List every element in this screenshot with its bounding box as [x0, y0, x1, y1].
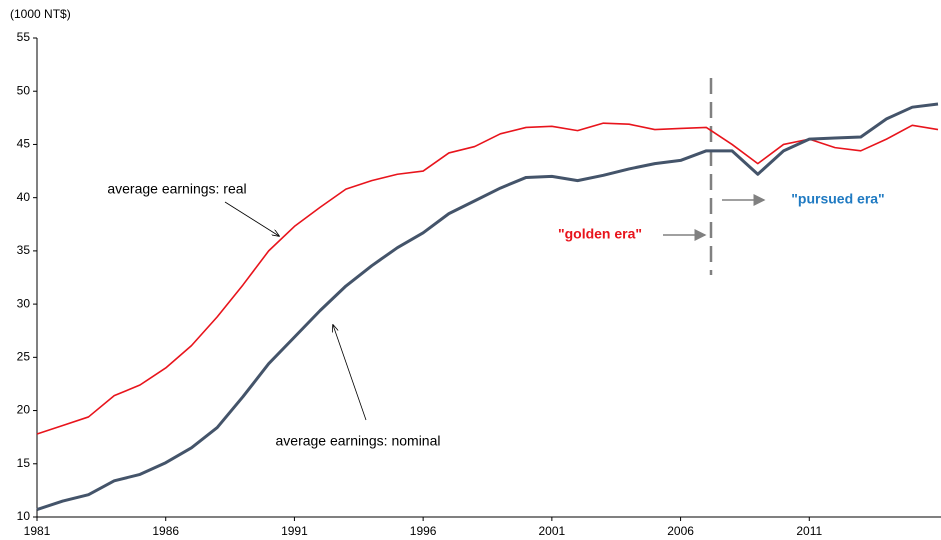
- y-tick-label: 30: [17, 296, 31, 310]
- series-line: [36, 122, 939, 435]
- y-tick-label: 10: [17, 509, 31, 523]
- x-tick-label: 1986: [152, 524, 179, 538]
- y-tick-label: 35: [17, 243, 31, 257]
- nominal-arrow: [333, 325, 367, 421]
- real-series-label: average earnings: real: [107, 181, 246, 197]
- y-axis-label: (1000 NT$): [10, 7, 71, 21]
- golden-era-label: "golden era": [558, 226, 642, 242]
- y-tick-label: 20: [17, 403, 31, 417]
- nominal-series-label: average earnings: nominal: [276, 433, 441, 449]
- y-tick-label: 50: [17, 83, 31, 97]
- y-tick-label: 40: [17, 190, 31, 204]
- y-tick-label: 25: [17, 350, 31, 364]
- x-tick-label: 1981: [24, 524, 51, 538]
- real-arrow: [224, 201, 279, 236]
- y-tick-label: 55: [17, 30, 31, 44]
- x-tick-label: 2006: [667, 524, 694, 538]
- y-tick-label: 45: [17, 137, 31, 151]
- y-tick-label: 15: [17, 456, 31, 470]
- series-line: [36, 102, 939, 511]
- pursued-era-label: "pursued era": [791, 191, 884, 207]
- x-tick-label: 2011: [796, 524, 822, 538]
- x-tick-label: 1996: [410, 524, 437, 538]
- x-tick-label: 1991: [281, 524, 308, 538]
- x-tick-label: 2001: [539, 524, 566, 538]
